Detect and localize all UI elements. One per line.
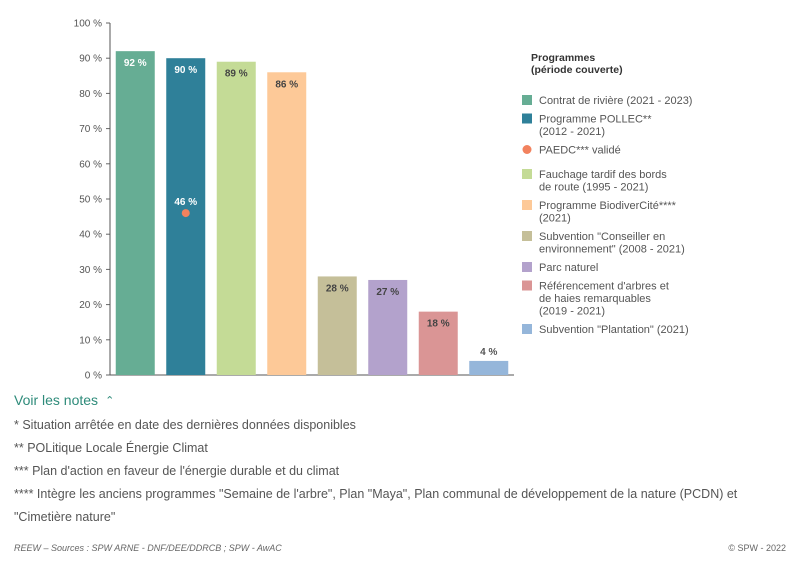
notes-toggle[interactable]: Voir les notes ⌃ [14,392,114,408]
copyright-text: © SPW - 2022 [728,543,786,553]
bar-6 [418,311,458,375]
legend-bar-4-swatch [522,231,532,241]
bar-value-label-7: 4 % [480,347,497,358]
note-3: *** Plan d'action en faveur de l'énergie… [14,464,340,478]
bar-3 [267,72,307,375]
legend-bar-2-label-1: de route (1995 - 2021) [539,182,648,194]
point-marker [181,209,190,218]
y-tick-label-3: 30 % [79,265,102,276]
legend-bar-3-swatch [522,200,532,210]
source-text: REEW – Sources : SPW ARNE - DNF/DEE/DDRC… [14,543,282,553]
legend-point-swatch [522,145,532,154]
legend-bar-6-label-2: (2019 - 2021) [539,306,605,318]
bar-value-label-4: 28 % [326,283,349,294]
legend-bar-2-swatch [522,169,532,179]
point-value-label: 46 % [174,197,197,208]
bar-0 [115,51,155,375]
y-tick-label-0: 0 % [85,371,102,382]
legend-title-1: (période couverte) [531,64,623,76]
legend-bar-5-swatch [522,262,532,272]
bar-value-label-2: 89 % [225,69,248,80]
bar-value-label-3: 86 % [275,79,298,90]
legend-bar-5-label-0: Parc naturel [539,262,598,274]
bar-7 [469,360,509,375]
note-1: * Situation arrêtée en date des dernière… [14,418,356,432]
y-tick-label-5: 50 % [79,195,102,206]
notes-toggle-label: Voir les notes [14,392,99,408]
legend-bar-1-label-1: (2012 - 2021) [539,126,605,138]
legend-bar-7-label-0: Subvention "Plantation" (2021) [539,324,689,336]
legend-bar-3-label-0: Programme BiodiverCité**** [539,200,677,212]
bar-5 [368,279,408,375]
legend-bar-1-swatch [522,113,532,124]
legend-bar-3-label-1: (2021) [539,213,571,225]
y-tick-label-7: 70 % [79,124,102,135]
legend-bar-2-label-0: Fauchage tardif des bords [539,169,667,181]
legend-title-0: Programmes [531,52,595,64]
bar-2 [216,61,256,375]
bar-value-label-1: 90 % [174,65,197,76]
legend-bar-1-label-0: Programme POLLEC** [539,114,652,126]
legend-bar-0-swatch [522,95,532,105]
legend-bar-7-swatch [522,324,532,334]
y-tick-label-1: 10 % [79,335,102,346]
footer: REEW – Sources : SPW ARNE - DNF/DEE/DDRC… [14,543,786,553]
y-tick-label-2: 20 % [79,300,102,311]
bar-chart: 0 % 10 % 20 % 30 % 40 % 50 % 60 % 70 % 80 % 90 % 1… [74,19,693,382]
note-4: **** Intègre les anciens programmes "Sem… [14,487,738,524]
y-tick-label-10: 100 % [74,19,102,30]
note-2: ** POLitique Locale Énergie Climat [14,441,208,455]
legend-bar-6-label-1: de haies remarquables [539,293,651,305]
bar-4 [317,276,357,375]
chevron-up-icon: ⌃ [105,394,115,407]
bar-value-label-0: 92 % [124,58,147,69]
legend-bar-4-label-0: Subvention "Conseiller en [539,231,665,243]
y-tick-label-8: 80 % [79,89,102,100]
legend-bar-0-label-0: Contrat de rivière (2021 - 2023) [539,95,692,107]
y-tick-label-9: 90 % [79,54,102,65]
legend-bar-6-swatch [522,280,532,291]
legend-bar-6-label-0: Référencement d'arbres et [539,281,669,293]
bar-value-label-6: 18 % [427,319,450,330]
y-tick-label-4: 40 % [79,230,102,241]
y-tick-label-6: 60 % [79,159,102,170]
bar-value-label-5: 27 % [376,287,399,298]
notes-section: Voir les notes ⌃ * Situation arrêtée en … [14,392,794,529]
legend-point-label-0: PAEDC*** validé [539,145,621,157]
legend-bar-4-label-1: environnement" (2008 - 2021) [539,244,685,256]
